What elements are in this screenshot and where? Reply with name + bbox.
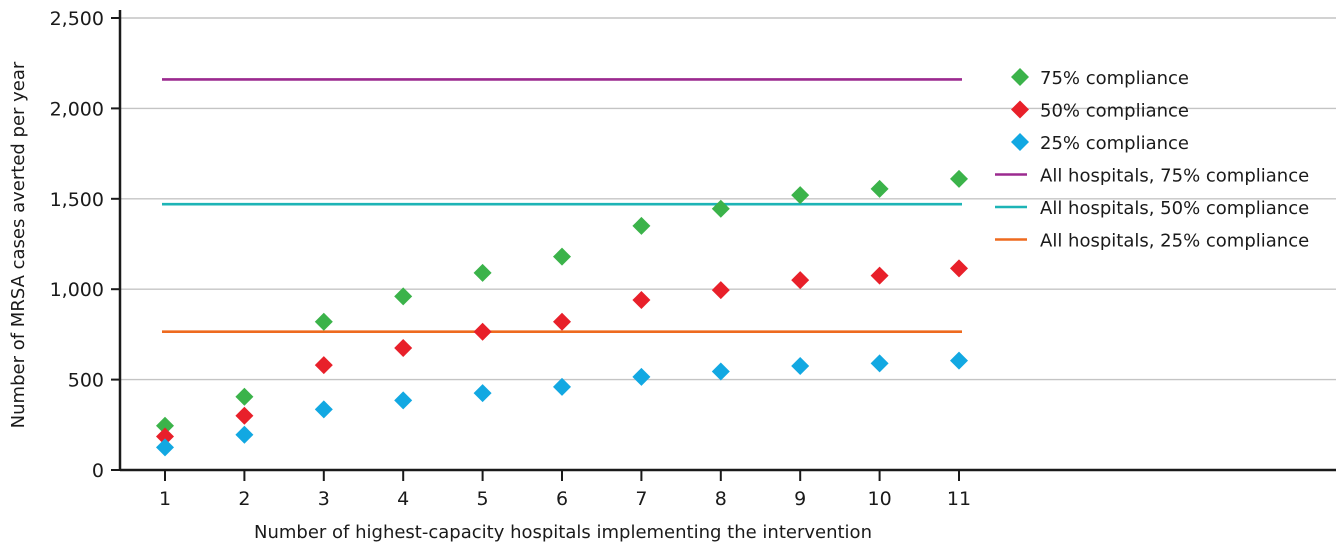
legend-item: All hospitals, 25% compliance: [995, 231, 1309, 252]
data-point: [711, 362, 730, 381]
legend: 75% compliance 50% compliance 25% complian…: [995, 68, 1309, 252]
x-tick-label: 10: [868, 488, 892, 510]
x-tick-label: 11: [947, 488, 971, 510]
data-points: [156, 169, 968, 457]
y-tick-label: 0: [92, 460, 104, 482]
legend-label: 50% compliance: [1040, 101, 1189, 122]
x-tick-label: 3: [318, 488, 330, 510]
legend-item: All hospitals, 50% compliance: [995, 198, 1309, 219]
legend-marker: [1011, 68, 1029, 86]
data-point: [473, 322, 492, 341]
data-point: [553, 312, 571, 331]
data-point: [950, 259, 968, 278]
data-point: [791, 186, 810, 205]
data-point: [791, 357, 810, 376]
x-ticks: 1 2 3 4 5 6 7 8 9 10 11: [159, 470, 971, 510]
data-point: [553, 377, 571, 396]
legend-label: All hospitals, 75% compliance: [1040, 166, 1309, 187]
legend-label: 25% compliance: [1040, 133, 1189, 154]
x-tick-label: 1: [159, 488, 171, 510]
data-point: [632, 367, 651, 386]
data-point: [791, 271, 810, 290]
legend-item: All hospitals, 75% compliance: [995, 166, 1309, 187]
gridlines: [120, 17, 1336, 381]
data-point: [711, 199, 730, 218]
data-point: [870, 266, 889, 285]
data-point: [632, 216, 651, 235]
legend-item: 75% compliance: [1011, 68, 1189, 89]
legend-item: 25% compliance: [1011, 133, 1189, 154]
legend-label: All hospitals, 25% compliance: [1040, 231, 1309, 252]
data-point: [314, 400, 333, 419]
y-tick-label: 1,000: [50, 279, 104, 301]
x-tick-label: 7: [635, 488, 647, 510]
data-point: [950, 169, 968, 188]
legend-marker: [1011, 100, 1029, 119]
x-tick-label: 4: [397, 488, 409, 510]
reference-lines: [162, 78, 962, 333]
y-tick-label: 500: [68, 370, 104, 392]
y-tick-label: 2,500: [50, 8, 104, 30]
x-axis-title: Number of highest-capacity hospitals imp…: [254, 522, 872, 543]
data-point: [950, 351, 968, 370]
data-point: [235, 425, 254, 444]
x-tick-label: 8: [715, 488, 727, 510]
x-tick-label: 5: [477, 488, 489, 510]
x-tick-label: 2: [238, 488, 250, 510]
data-point: [553, 247, 571, 266]
y-axis-title: Number of MRSA cases averted per year: [8, 61, 29, 428]
x-tick-label: 9: [794, 488, 806, 510]
y-ticks: 0 500 1,000 1,500 2,000 2,500: [50, 8, 120, 482]
data-point: [870, 179, 889, 198]
data-point: [156, 438, 174, 457]
data-point: [473, 384, 492, 403]
legend-marker: [1011, 133, 1029, 151]
y-tick-label: 2,000: [50, 98, 104, 120]
legend-label: 75% compliance: [1040, 68, 1189, 89]
data-point: [314, 356, 333, 375]
x-tick-label: 6: [556, 488, 568, 510]
data-point: [632, 291, 651, 310]
axes: [118, 10, 1336, 472]
data-point: [235, 406, 254, 425]
y-tick-label: 1,500: [50, 189, 104, 211]
data-point: [711, 281, 730, 300]
data-point: [156, 416, 174, 435]
data-point: [235, 387, 254, 406]
data-point: [870, 354, 889, 373]
data-point: [394, 338, 413, 357]
data-point: [156, 427, 174, 446]
data-point: [394, 287, 413, 306]
legend-label: All hospitals, 50% compliance: [1040, 198, 1309, 219]
data-point: [314, 312, 333, 331]
legend-item: 50% compliance: [1011, 100, 1189, 122]
data-point: [473, 263, 492, 282]
data-point: [394, 391, 413, 410]
